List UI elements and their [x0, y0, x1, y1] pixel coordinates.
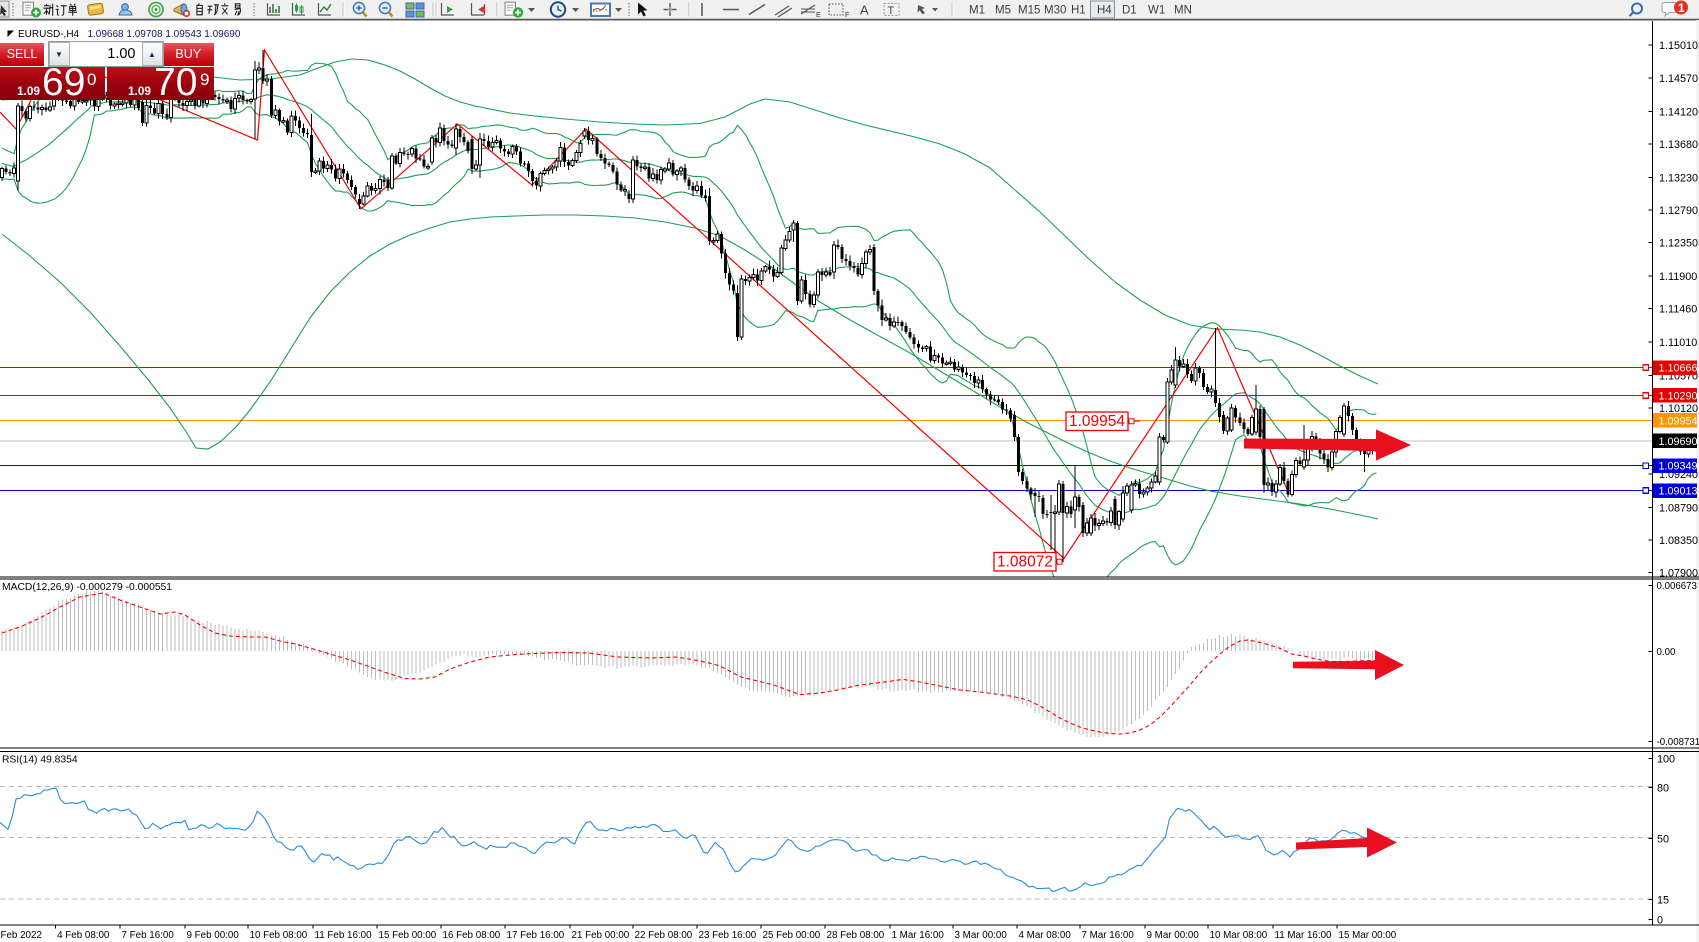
svg-text:-0.008731: -0.008731	[1657, 737, 1699, 748]
svg-text:7 Mar 16:00: 7 Mar 16:00	[1082, 930, 1135, 941]
svg-text:15 Feb 00:00: 15 Feb 00:00	[379, 930, 437, 941]
svg-text:0: 0	[1657, 915, 1663, 927]
svg-text:1.11460: 1.11460	[1659, 304, 1697, 316]
svg-text:28 Feb 08:00: 28 Feb 08:00	[827, 930, 885, 941]
svg-text:50: 50	[1657, 834, 1669, 846]
svg-text:1.11010: 1.11010	[1659, 337, 1697, 349]
svg-text:A: A	[860, 3, 869, 18]
svg-text:1.14120: 1.14120	[1659, 106, 1698, 118]
svg-text:4 Mar 08:00: 4 Mar 08:00	[1019, 930, 1072, 941]
svg-text:H4: H4	[1097, 5, 1112, 17]
svg-text:D1: D1	[1122, 5, 1137, 17]
svg-text:15: 15	[1657, 895, 1669, 907]
svg-text:MN: MN	[1174, 5, 1192, 17]
svg-text:1.09954: 1.09954	[1069, 413, 1125, 430]
svg-text:MACD(12,26,9) -0.000279 -0.000: MACD(12,26,9) -0.000279 -0.000551	[2, 582, 172, 593]
svg-text:1: 1	[1678, 1, 1685, 15]
svg-text:1 Mar 16:00: 1 Mar 16:00	[892, 930, 945, 941]
svg-text:M15: M15	[1018, 5, 1040, 17]
svg-text:M30: M30	[1044, 5, 1066, 17]
svg-text:RSI(14) 49.8354: RSI(14) 49.8354	[2, 755, 78, 766]
svg-text:11 Mar 16:00: 11 Mar 16:00	[1275, 930, 1333, 941]
svg-text:1.11900: 1.11900	[1659, 271, 1697, 283]
svg-text:9 Feb 00:00: 9 Feb 00:00	[187, 930, 240, 941]
svg-text:1.09013: 1.09013	[1659, 486, 1698, 498]
svg-text:80: 80	[1657, 783, 1669, 795]
svg-text:W1: W1	[1148, 5, 1165, 17]
svg-text:25 Feb 00:00: 25 Feb 00:00	[763, 930, 821, 941]
svg-text:4 Feb 08:00: 4 Feb 08:00	[57, 930, 110, 941]
svg-text:17 Feb 16:00: 17 Feb 16:00	[507, 930, 565, 941]
svg-text:0.00: 0.00	[1657, 647, 1676, 658]
svg-text:23 Feb 16:00: 23 Feb 16:00	[699, 930, 757, 941]
svg-text:1.10666: 1.10666	[1659, 363, 1698, 375]
svg-text:1.13230: 1.13230	[1659, 172, 1698, 184]
svg-text:M5: M5	[995, 5, 1011, 17]
svg-text:Feb 2022: Feb 2022	[1, 930, 42, 941]
svg-text:15 Mar 00:00: 15 Mar 00:00	[1339, 930, 1397, 941]
svg-text:1.12350: 1.12350	[1659, 238, 1698, 250]
svg-text:1.09690: 1.09690	[1659, 436, 1698, 448]
svg-text:1.08072: 1.08072	[997, 554, 1053, 571]
svg-text:9 Mar 00:00: 9 Mar 00:00	[1147, 930, 1200, 941]
svg-text:21 Feb 00:00: 21 Feb 00:00	[572, 930, 630, 941]
svg-text:F: F	[845, 12, 849, 19]
svg-text:22 Feb 08:00: 22 Feb 08:00	[635, 930, 693, 941]
svg-text:1.12790: 1.12790	[1659, 205, 1698, 217]
svg-text:1.08790: 1.08790	[1659, 502, 1698, 514]
svg-text:16 Feb 08:00: 16 Feb 08:00	[443, 930, 501, 941]
svg-text:T: T	[888, 5, 895, 17]
svg-text:1.09954: 1.09954	[1659, 415, 1698, 427]
svg-text:11 Feb 16:00: 11 Feb 16:00	[315, 930, 373, 941]
svg-text:10 Mar 08:00: 10 Mar 08:00	[1210, 930, 1268, 941]
svg-text:1.15010: 1.15010	[1659, 40, 1698, 52]
svg-text:M1: M1	[969, 5, 985, 17]
svg-text:1.10120: 1.10120	[1659, 403, 1698, 415]
svg-text:1.09349: 1.09349	[1659, 461, 1698, 473]
svg-text:10 Feb 08:00: 10 Feb 08:00	[250, 930, 308, 941]
svg-text:1.08350: 1.08350	[1659, 535, 1698, 547]
svg-text:1.13680: 1.13680	[1659, 139, 1698, 151]
svg-text:H1: H1	[1071, 5, 1086, 17]
svg-text:100: 100	[1657, 754, 1675, 766]
svg-text:1.07900: 1.07900	[1659, 568, 1698, 580]
svg-text:0.006673: 0.006673	[1657, 581, 1697, 592]
svg-text:7 Feb 16:00: 7 Feb 16:00	[122, 930, 175, 941]
svg-text:E: E	[816, 12, 821, 19]
svg-text:1.10290: 1.10290	[1659, 390, 1698, 402]
svg-text:3 Mar 00:00: 3 Mar 00:00	[955, 930, 1008, 941]
svg-text:1.14570: 1.14570	[1659, 73, 1698, 85]
